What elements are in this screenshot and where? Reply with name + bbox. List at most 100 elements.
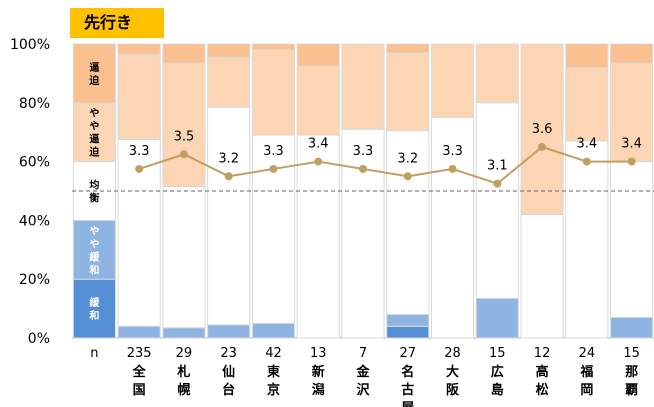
bar-segment-slightly_tight <box>162 62 206 188</box>
di-point <box>359 164 367 173</box>
di-value-label: 3.5 <box>174 129 195 144</box>
bar-segment-slightly_loose <box>386 313 430 327</box>
category-name-label: 新 <box>312 364 325 380</box>
category-n-label: 15 <box>623 346 640 361</box>
bar-segment-balanced <box>565 140 609 339</box>
di-value-label: 3.4 <box>308 137 329 152</box>
bar-segment-slightly_loose <box>117 325 161 339</box>
bar-segment-balanced <box>341 128 385 339</box>
category-name-label: 松 <box>536 382 549 398</box>
legend-label-slightly_tight: や <box>89 121 99 133</box>
bar-segment-slightly_loose <box>251 322 296 339</box>
bar-segment-slightly_loose <box>475 297 519 339</box>
bar-segment-tight <box>207 43 251 58</box>
bar-segment-slightly_loose <box>162 327 206 339</box>
category-name-label: 金 <box>355 364 370 380</box>
category-n-label: 29 <box>176 346 193 361</box>
bar-segment-slightly_loose <box>610 316 654 339</box>
category-n-label: 7 <box>359 346 367 361</box>
legend-segment-slightly_tight <box>72 102 116 163</box>
bar-segment-tight <box>117 43 161 55</box>
bar-segment-balanced <box>162 186 206 329</box>
category-n-label: 27 <box>399 346 416 361</box>
bar-segment-balanced <box>610 161 654 318</box>
bar-segment-slightly_tight <box>251 49 296 136</box>
bar-segment-slightly_tight <box>610 62 654 163</box>
bar-segment-slightly_tight <box>341 43 385 130</box>
di-point <box>627 157 636 166</box>
bar-segment-balanced <box>296 134 340 339</box>
di-value-label: 3.3 <box>129 144 150 159</box>
di-point <box>403 172 412 181</box>
legend-label-slightly_tight: 迫 <box>88 146 100 159</box>
legend-label-slightly_loose: や <box>89 238 99 250</box>
category-name-label: 全 <box>132 364 147 380</box>
bar-segment-slightly_tight <box>475 43 519 104</box>
category-n-label: 13 <box>310 346 327 361</box>
di-value-label: 3.3 <box>353 144 374 159</box>
di-point <box>448 164 457 173</box>
category-name-label: 台 <box>222 382 235 398</box>
legend-label-balanced: 均 <box>89 179 99 192</box>
category-name-label: 仙 <box>222 364 235 380</box>
category-name-label: 潟 <box>312 382 325 398</box>
legend-label-loose: 緩 <box>89 296 100 309</box>
bar-segment-balanced <box>430 117 475 339</box>
di-line <box>138 145 632 185</box>
category-n-label: 15 <box>489 346 506 361</box>
y-tick-label: 40% <box>19 213 50 229</box>
bar-segment-balanced <box>207 106 251 326</box>
chart-title: 先行き <box>70 8 164 38</box>
legend-segment-tight <box>72 43 116 104</box>
bar-segment-slightly_tight <box>296 65 340 136</box>
legend-label-slightly_loose: 和 <box>88 263 99 276</box>
category-n-label: 42 <box>265 346 282 361</box>
category-name-label: 覇 <box>625 383 638 398</box>
legend-label-slightly_loose: や <box>89 225 99 237</box>
category-name-label: 那 <box>625 365 638 380</box>
di-point <box>582 157 591 166</box>
di-point <box>179 150 188 159</box>
legend-label-balanced: 衡 <box>89 192 99 205</box>
category-name-label: 福 <box>579 364 593 380</box>
di-value-label: 3.3 <box>442 144 463 159</box>
di-point <box>269 164 278 173</box>
di-value-label: 3.3 <box>263 144 284 159</box>
bar-segment-loose <box>386 325 430 339</box>
category-name-label: 古 <box>401 382 414 398</box>
di-value-label: 3.4 <box>577 137 598 152</box>
di-point <box>538 142 547 151</box>
bar-segment-slightly_tight <box>207 56 251 108</box>
y-tick-label: 80% <box>19 96 50 112</box>
category-n-label: 28 <box>444 346 461 361</box>
category-n-label: 24 <box>579 346 596 361</box>
category-name-label: 大 <box>446 364 459 380</box>
category-name-label: 高 <box>536 364 549 380</box>
bar-segment-tight <box>386 43 430 54</box>
di-value-label: 3.6 <box>532 122 553 137</box>
legend-label-slightly_tight: や <box>89 108 99 120</box>
di-value-label: 3.2 <box>218 151 239 166</box>
y-tick-label: 0% <box>28 331 50 347</box>
bar-segment-balanced <box>386 130 430 315</box>
di-value-label: 3.4 <box>621 137 642 152</box>
bar-segment-tight <box>565 43 609 69</box>
bar-segment-tight <box>610 43 654 64</box>
category-name-label: 京 <box>267 382 280 398</box>
bar-segment-slightly_tight <box>520 43 564 216</box>
bar-segment-slightly_tight <box>117 53 161 141</box>
category-name-label: 島 <box>491 382 504 398</box>
di-point <box>224 172 233 181</box>
bar-segment-tight <box>251 43 296 51</box>
bar-segment-slightly_tight <box>565 67 609 142</box>
bar-segment-slightly_tight <box>430 43 475 118</box>
bar-segment-tight <box>162 43 206 64</box>
bar-segment-balanced <box>251 134 296 324</box>
bar-segment-slightly_tight <box>386 52 430 132</box>
y-tick-label: 100% <box>10 37 50 53</box>
category-n-label: 235 <box>127 346 152 361</box>
category-name-label: 屋 <box>401 401 414 407</box>
y-tick-label: 60% <box>19 155 50 171</box>
category-name-label: 東 <box>267 364 280 380</box>
